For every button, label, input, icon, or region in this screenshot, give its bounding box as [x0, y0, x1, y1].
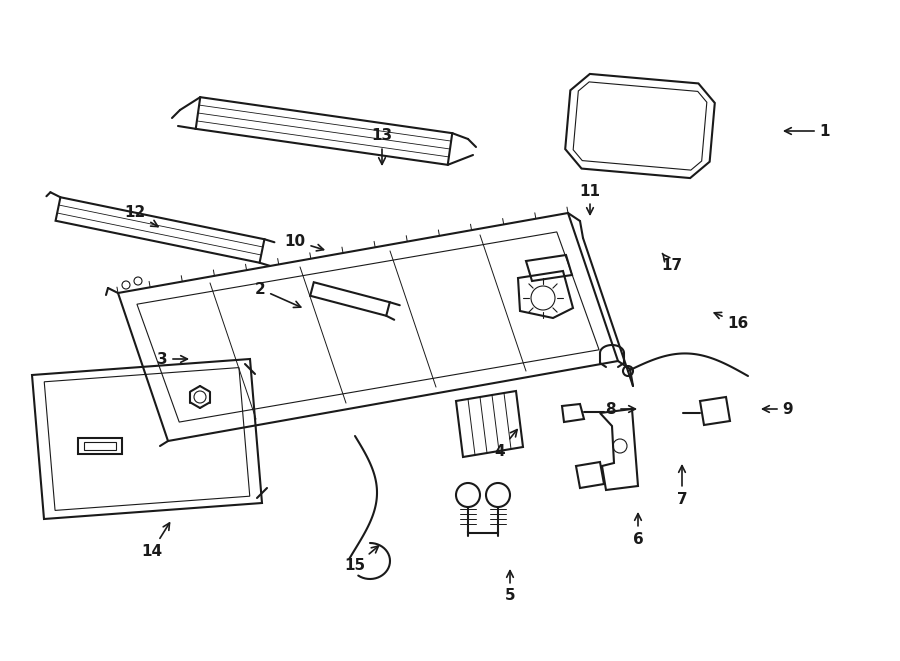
Text: 6: 6 [633, 514, 643, 547]
Text: 10: 10 [284, 233, 324, 251]
Text: 9: 9 [762, 401, 793, 416]
Text: 13: 13 [372, 128, 392, 165]
Text: 2: 2 [255, 282, 301, 307]
Text: 5: 5 [505, 570, 516, 603]
Text: 4: 4 [495, 430, 518, 459]
Text: 3: 3 [157, 352, 187, 366]
Text: 1: 1 [785, 124, 830, 139]
Text: 11: 11 [580, 184, 600, 214]
Text: 8: 8 [605, 401, 635, 416]
Text: 15: 15 [345, 546, 379, 574]
Text: 14: 14 [141, 523, 169, 559]
Text: 7: 7 [677, 465, 688, 506]
Text: 16: 16 [715, 313, 749, 330]
Text: 12: 12 [124, 206, 158, 227]
Text: 17: 17 [662, 253, 682, 274]
